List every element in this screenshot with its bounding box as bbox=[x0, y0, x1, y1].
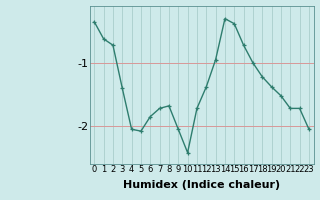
X-axis label: Humidex (Indice chaleur): Humidex (Indice chaleur) bbox=[123, 180, 280, 190]
